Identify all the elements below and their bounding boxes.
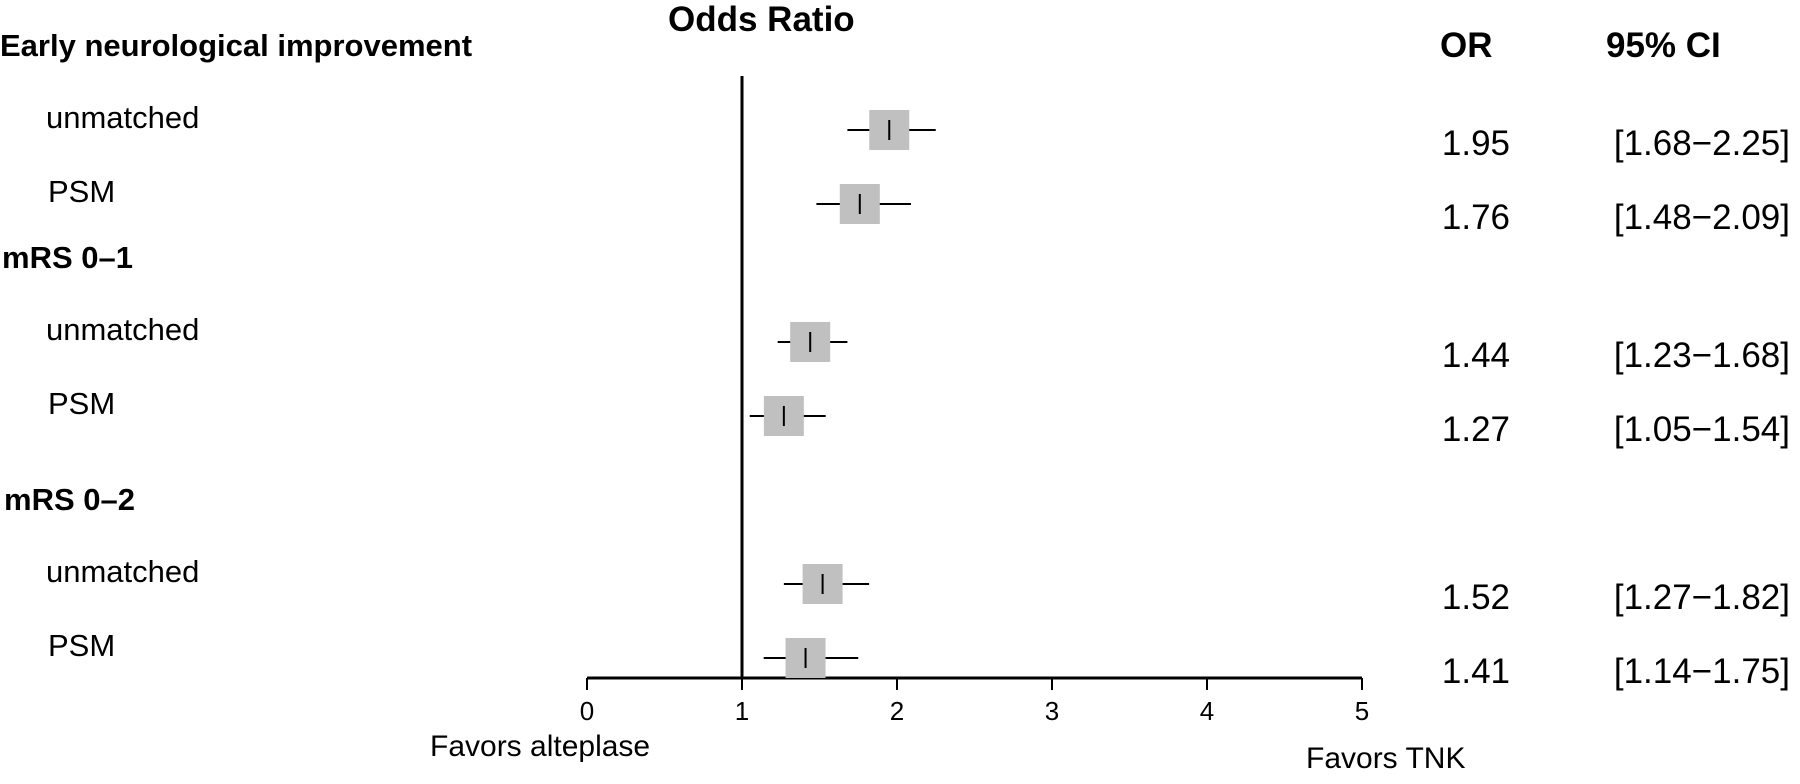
row-label: unmatched: [46, 100, 200, 135]
ci-value: [1.48−2.09]: [1613, 198, 1790, 237]
row-label: PSM: [48, 174, 116, 209]
or-value: 1.95: [1441, 124, 1510, 163]
or-value: 1.27: [1441, 410, 1510, 449]
or-value: 1.44: [1441, 336, 1510, 375]
ci-column-header: 95% CI: [1606, 26, 1721, 65]
or-value: 1.41: [1441, 652, 1510, 691]
left-footer: Favors alteplase: [430, 730, 651, 763]
ci-value: [1.23−1.68]: [1613, 336, 1790, 375]
row-label: unmatched: [46, 554, 200, 589]
ci-value: [1.68−2.25]: [1613, 124, 1790, 163]
group-label: mRS 0–2: [4, 482, 135, 517]
chart-title: Odds Ratio: [668, 0, 855, 39]
or-value: 1.76: [1441, 198, 1510, 237]
row-label: PSM: [48, 386, 116, 421]
right-footer: Favors TNK: [1306, 742, 1466, 775]
or-value: 1.52: [1441, 578, 1510, 617]
x-tick-label: 4: [1200, 696, 1214, 726]
group-label: Early neurological improvement: [0, 28, 473, 63]
or-column-header: OR: [1440, 26, 1493, 65]
ci-value: [1.27−1.82]: [1613, 578, 1790, 617]
row-label: PSM: [48, 628, 116, 663]
x-tick-label: 3: [1045, 696, 1059, 726]
x-tick-label: 2: [890, 696, 904, 726]
ci-value: [1.14−1.75]: [1613, 652, 1790, 691]
row-label: unmatched: [46, 312, 200, 347]
x-tick-label: 5: [1355, 696, 1369, 726]
x-tick-label: 0: [580, 696, 594, 726]
x-tick-label: 1: [735, 696, 749, 726]
ci-value: [1.05−1.54]: [1613, 410, 1790, 449]
group-label: mRS 0–1: [2, 240, 133, 275]
